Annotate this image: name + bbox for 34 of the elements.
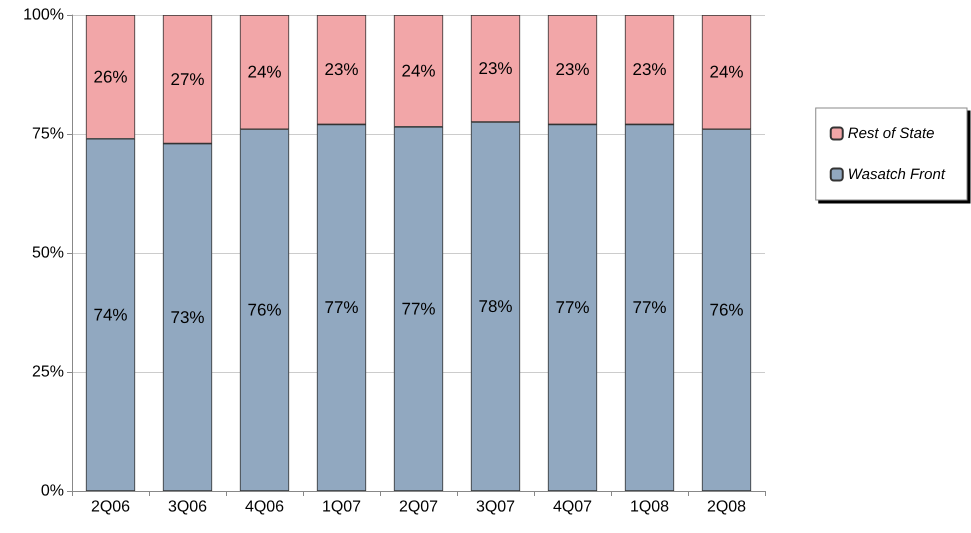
data-label: 24% bbox=[247, 62, 282, 82]
data-label: 77% bbox=[632, 298, 667, 318]
data-label: 23% bbox=[555, 60, 590, 80]
data-label: 77% bbox=[401, 299, 436, 318]
data-label: 23% bbox=[478, 59, 513, 78]
data-label: 23% bbox=[632, 60, 667, 80]
data-label: 76% bbox=[247, 300, 282, 320]
data-label: 23% bbox=[324, 60, 359, 80]
data-label: 24% bbox=[401, 61, 436, 80]
data-label: 24% bbox=[709, 62, 744, 82]
x-tick-label: 1Q07 bbox=[322, 498, 362, 516]
legend-label: Rest of State bbox=[848, 125, 934, 142]
y-tick-label: 25% bbox=[32, 364, 64, 380]
x-tick-label: 2Q08 bbox=[706, 498, 746, 516]
data-label: 77% bbox=[555, 298, 590, 318]
x-tick-label: 4Q06 bbox=[244, 498, 284, 516]
y-tick-label: 75% bbox=[32, 126, 64, 142]
x-tick-label: 2Q06 bbox=[90, 498, 130, 516]
legend-label: Wasatch Front bbox=[848, 166, 946, 183]
data-label: 26% bbox=[93, 67, 128, 86]
data-label: 27% bbox=[170, 70, 205, 89]
data-label: 78% bbox=[478, 297, 513, 316]
x-tick-label: 4Q07 bbox=[552, 498, 592, 516]
y-tick-label: 0% bbox=[40, 482, 64, 500]
y-tick-label: 100% bbox=[23, 6, 64, 24]
data-label: 76% bbox=[709, 300, 744, 320]
data-label: 73% bbox=[170, 308, 205, 327]
data-label: 74% bbox=[93, 305, 128, 324]
x-tick-label: 3Q06 bbox=[168, 498, 208, 516]
y-tick-label: 50% bbox=[32, 244, 64, 262]
x-tick-label: 2Q07 bbox=[398, 498, 438, 516]
data-label: 77% bbox=[324, 298, 359, 318]
x-tick-label: 3Q07 bbox=[476, 498, 516, 516]
x-tick-label: 1Q08 bbox=[630, 498, 670, 516]
